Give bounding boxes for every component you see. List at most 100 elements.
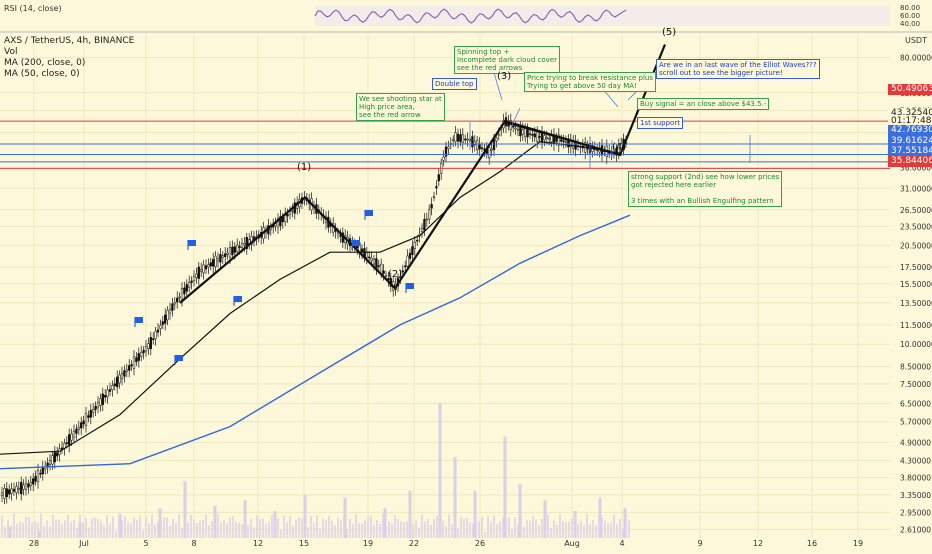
volume-bar	[213, 505, 217, 538]
volume-bar	[328, 515, 330, 538]
candle-body	[48, 460, 52, 465]
volume-bar	[445, 526, 447, 538]
candle-body	[188, 282, 191, 288]
candle-body	[200, 269, 203, 272]
candle-body	[75, 428, 78, 434]
volume-bar	[421, 514, 423, 538]
moving-averages	[0, 140, 631, 470]
candle-body	[108, 389, 112, 392]
volume-bar	[355, 514, 357, 538]
candle-body	[87, 415, 90, 418]
volume-bar	[202, 519, 204, 538]
volume-bar	[517, 524, 519, 538]
volume-bar	[562, 521, 564, 538]
volume-bar	[199, 520, 201, 538]
volume-bar	[100, 520, 102, 538]
volume-bar	[379, 523, 381, 538]
volume-bar	[532, 515, 534, 538]
volume-bar	[37, 522, 39, 538]
volume-bar	[361, 523, 363, 538]
volume-bar	[163, 517, 165, 538]
candle-body	[435, 186, 438, 189]
volume-bar	[523, 526, 525, 538]
candle-body	[245, 237, 248, 249]
candle-body	[120, 373, 124, 380]
vol-label: Vol	[4, 47, 18, 57]
volume-bar	[303, 494, 307, 538]
volume-bar	[232, 516, 234, 538]
volume-bar	[586, 513, 588, 538]
candle-body	[387, 278, 390, 280]
volume-bar	[109, 523, 111, 538]
candle-body	[548, 137, 551, 140]
volume-bar	[175, 522, 177, 538]
horizontal-levels	[0, 120, 890, 169]
volume-bar	[520, 514, 522, 538]
volume-bar	[208, 525, 210, 538]
volume-bar	[85, 517, 87, 538]
volume-bar	[502, 517, 504, 538]
volume-bar	[598, 497, 602, 538]
volume-bar	[337, 517, 339, 538]
rsi-line-group	[314, 8, 627, 24]
volume-bar	[97, 518, 99, 538]
volume-bar	[538, 525, 540, 538]
volume-bar	[364, 520, 366, 538]
flag-marker	[234, 296, 242, 302]
volume-bar	[49, 526, 51, 538]
y-tick-label: 10.00000	[900, 340, 932, 349]
price-tag-last: 43.32540	[888, 108, 932, 119]
volume-bar	[127, 522, 129, 538]
volume-bar	[595, 524, 597, 538]
volume-bar	[518, 484, 522, 538]
candle-body	[0, 492, 4, 496]
ma200-label: MA (200, close, 0)	[4, 58, 86, 68]
x-tick-label: 5	[143, 539, 148, 548]
volume-bar	[385, 525, 387, 538]
candle-body	[209, 262, 212, 267]
candle-body	[365, 252, 368, 258]
price-tag-blue-3: 37.55184	[888, 146, 932, 157]
y-tick-label: 20.50000	[900, 241, 932, 250]
price-tag-countdown: 01:17:48	[888, 116, 932, 127]
volume-bar	[88, 527, 90, 538]
volume-bar	[190, 514, 192, 538]
candle-body	[24, 483, 28, 490]
volume-bar	[499, 521, 501, 538]
volume-bar	[292, 526, 294, 538]
volume-bar	[346, 528, 348, 538]
volume-bar	[559, 514, 561, 538]
candle-body	[183, 287, 186, 295]
candle-body	[250, 236, 253, 245]
volume-bar	[25, 516, 27, 538]
flags	[134, 210, 414, 365]
candles	[0, 111, 628, 505]
volume-bar	[484, 532, 486, 538]
volume-bar	[535, 519, 537, 538]
volume-bar	[124, 516, 126, 538]
candle-body	[408, 252, 412, 259]
wave-label-2: (2)	[388, 269, 403, 280]
y-tick-label: 26.50000	[900, 206, 932, 215]
volume-bar	[67, 515, 69, 538]
x-tick-label: 19	[853, 539, 863, 548]
volume-bar	[604, 520, 606, 538]
volume-bar	[16, 523, 18, 538]
elliott-wave-line	[179, 44, 667, 304]
y-tick-label: 7.50000	[900, 380, 931, 389]
volume-bar	[349, 518, 351, 538]
volume-bar	[415, 520, 417, 538]
x-tick-label: Aug	[564, 539, 580, 548]
volume-bar	[397, 518, 399, 538]
volume-bar	[55, 519, 57, 538]
candle-body	[190, 280, 193, 283]
volume-bar	[334, 525, 336, 538]
candle-body	[8, 489, 11, 495]
volume-bar	[58, 519, 60, 538]
candle-body	[142, 350, 145, 353]
candle-body	[152, 338, 155, 341]
volume-bar	[241, 524, 243, 538]
volume-bar	[383, 508, 387, 538]
volume-bar	[325, 520, 327, 538]
volume-bar	[453, 457, 457, 538]
